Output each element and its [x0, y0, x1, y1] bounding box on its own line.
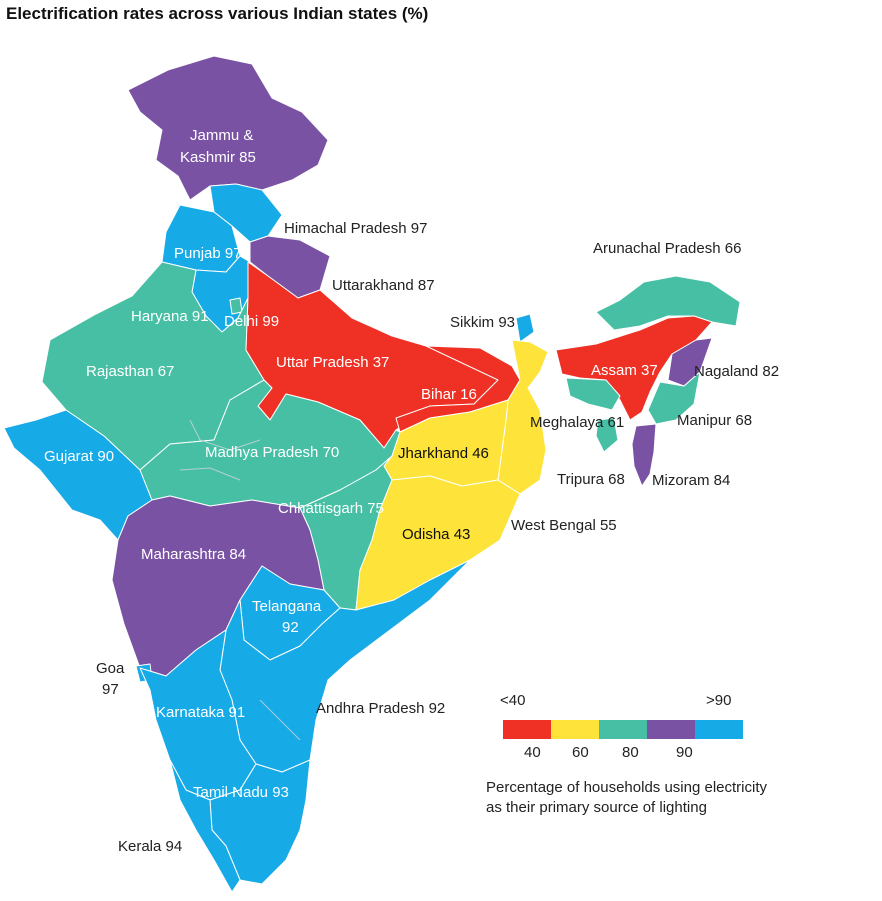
- label-rajasthan: Rajasthan 67: [86, 363, 174, 380]
- legend-color-bar: [503, 720, 743, 739]
- label-assam: Assam 37: [591, 362, 658, 379]
- region-kerala: [169, 759, 241, 893]
- legend-tick-80: 80: [622, 744, 639, 761]
- region-sikkim: [515, 313, 535, 343]
- label-tripura: Tripura 68: [557, 471, 625, 488]
- district-lines: [179, 419, 301, 741]
- legend-tick-40: 40: [524, 744, 541, 761]
- label-sikkim: Sikkim 93: [450, 314, 515, 331]
- legend-top-right: >90: [706, 692, 732, 709]
- legend-caption-line1: Percentage of households using electrici…: [486, 779, 768, 796]
- region-jammu-kashmir: [127, 55, 329, 201]
- label-telangana-2: 92: [282, 619, 299, 636]
- label-jharkhand: Jharkhand 46: [398, 445, 489, 462]
- legend-top-left: <40: [500, 692, 526, 709]
- label-arunachal: Arunachal Pradesh 66: [593, 240, 741, 257]
- legend-tick-90: 90: [676, 744, 693, 761]
- label-madhya-pradesh: Madhya Pradesh 70: [205, 444, 339, 461]
- legend-caption-line2: as their primary source of lighting: [486, 799, 707, 816]
- label-punjab: Punjab 97: [174, 245, 242, 262]
- label-bihar: Bihar 16: [421, 386, 477, 403]
- label-nagaland: Nagaland 82: [694, 363, 779, 380]
- label-manipur: Manipur 68: [677, 412, 752, 429]
- label-uttar-pradesh: Uttar Pradesh 37: [276, 354, 389, 371]
- label-telangana-1: Telangana: [252, 598, 322, 615]
- region-manipur: [647, 371, 701, 425]
- label-haryana: Haryana 91: [131, 308, 209, 325]
- label-uttarakhand: Uttarakhand 87: [332, 277, 435, 294]
- map-title: Electrification rates across various Ind…: [6, 4, 429, 23]
- legend-swatch-40-60: [551, 720, 599, 739]
- label-west-bengal: West Bengal 55: [511, 517, 617, 534]
- legend-swatch-80-90: [647, 720, 695, 739]
- label-odisha: Odisha 43: [402, 526, 470, 543]
- label-tamil-nadu: Tamil Nadu 93: [193, 784, 289, 801]
- label-maharashtra: Maharashtra 84: [141, 546, 246, 563]
- label-andhra-pradesh: Andhra Pradesh 92: [316, 700, 445, 717]
- label-goa-2: 97: [102, 681, 119, 698]
- legend-tick-60: 60: [572, 744, 589, 761]
- label-jk-2: Kashmir 85: [180, 149, 256, 166]
- label-goa-1: Goa: [96, 660, 125, 677]
- region-mizoram: [631, 423, 657, 487]
- legend-swatch-60-80: [599, 720, 647, 739]
- region-meghalaya: [565, 377, 621, 411]
- region-tripura: [595, 417, 619, 453]
- label-jk-1: Jammu &: [190, 127, 253, 144]
- label-karnataka: Karnataka 91: [156, 704, 245, 721]
- region-arunachal-pradesh: [595, 275, 741, 331]
- legend-caption: Percentage of households using electrici…: [486, 778, 826, 818]
- legend-swatch-gt90: [695, 720, 743, 739]
- label-delhi: Delhi 99: [224, 313, 279, 330]
- legend-swatch-lt40: [503, 720, 551, 739]
- label-kerala: Kerala 94: [118, 838, 182, 855]
- label-gujarat: Gujarat 90: [44, 448, 114, 465]
- region-delhi: [229, 297, 243, 315]
- label-meghalaya: Meghalaya 61: [530, 414, 624, 431]
- label-himachal: Himachal Pradesh 97: [284, 220, 427, 237]
- label-chhattisgarh: Chhattisgarh 75: [278, 500, 384, 517]
- label-mizoram: Mizoram 84: [652, 472, 730, 489]
